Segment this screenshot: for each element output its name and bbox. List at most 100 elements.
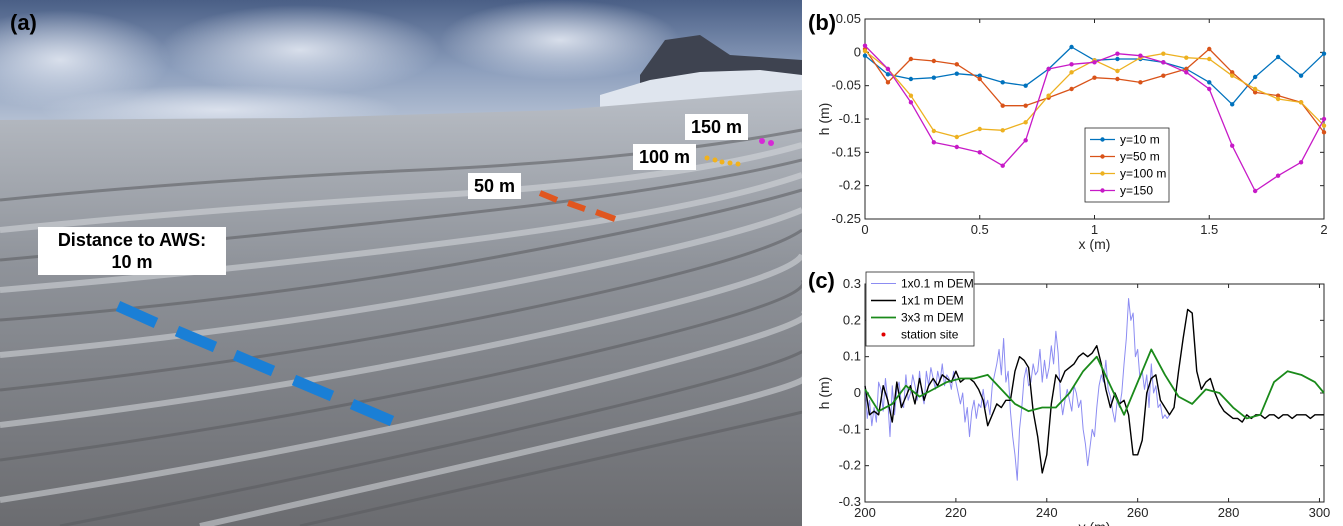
marker-50m (538, 190, 617, 222)
data-point (1321, 116, 1327, 122)
data-point (1230, 73, 1235, 78)
data-point (1207, 86, 1212, 92)
legend-item: y=150 (1090, 184, 1153, 198)
data-point (1115, 56, 1120, 62)
series-1 (862, 46, 1327, 135)
x-axis-label: x (m) (1079, 236, 1111, 252)
data-point (1069, 44, 1074, 50)
legend-label: y=10 m (1120, 133, 1160, 147)
data-point (1321, 130, 1327, 135)
data-point (1275, 173, 1281, 178)
data-point (1321, 51, 1327, 56)
glacier-photo-image (0, 0, 802, 526)
label-distance-10m: Distance to AWS: 10 m (38, 227, 226, 275)
legend-marker (1100, 171, 1105, 176)
data-point (1069, 62, 1074, 67)
data-point (1184, 70, 1189, 75)
y-tick-label: 0.1 (843, 349, 861, 364)
legend-item: y=100 m (1090, 167, 1166, 181)
data-point (977, 126, 982, 132)
x-tick-label: 220 (945, 505, 967, 520)
label-100m: 100 m (633, 144, 697, 170)
series-line (864, 348, 1325, 420)
legend-marker (1100, 154, 1105, 159)
legend-marker (1100, 137, 1105, 142)
data-point (1275, 96, 1281, 102)
legend-marker (1100, 188, 1105, 193)
data-point (1092, 60, 1097, 65)
data-point (1000, 163, 1005, 168)
data-point (954, 62, 959, 67)
data-point (1230, 143, 1235, 148)
data-point (1275, 93, 1281, 98)
label-150m: 150 m (685, 114, 749, 140)
y-tick-label: 0 (854, 385, 861, 400)
series-2 (864, 348, 1325, 420)
data-point (1046, 66, 1051, 72)
data-point (1321, 123, 1327, 128)
y-tick-label: -0.3 (839, 494, 861, 509)
label-50m: 50 m (468, 173, 522, 199)
legend-item: 1x0.1 m DEM (871, 277, 974, 291)
data-point (908, 93, 914, 98)
data-point (1252, 86, 1258, 92)
x-tick-label: 300 (1309, 505, 1331, 520)
data-point (1184, 55, 1189, 60)
data-point (862, 43, 868, 48)
legend-marker (881, 332, 886, 337)
legend-label: y=50 m (1120, 150, 1160, 164)
data-point (1046, 93, 1051, 98)
data-point (908, 76, 914, 82)
data-point (1023, 120, 1028, 125)
x-tick-label: 2 (1320, 222, 1327, 237)
data-point (1023, 83, 1028, 88)
data-point (1023, 138, 1028, 143)
data-point (1000, 128, 1005, 133)
series-1 (864, 308, 1324, 474)
data-point (1161, 60, 1166, 65)
data-point (931, 128, 937, 134)
series-line (864, 308, 1324, 474)
data-point (954, 71, 959, 76)
marker-10m (115, 300, 395, 427)
y-tick-label: -0.2 (839, 458, 861, 473)
y-tick-label: -0.05 (831, 78, 861, 93)
y-tick-label: 0.05 (836, 11, 861, 26)
data-point (1298, 73, 1304, 78)
legend-label: y=100 m (1120, 167, 1166, 181)
data-point (862, 53, 868, 58)
chart-b: 0 0.5 1 1.5 2 0.05 0 -0.05 -0.1 -0.15 -0.2 -0.25 x (… (816, 11, 1328, 252)
legend-item: station site (881, 328, 959, 342)
x-tick-label: 240 (1036, 505, 1058, 520)
data-point (977, 73, 982, 78)
data-point (977, 150, 982, 155)
data-point (885, 72, 891, 77)
x-axis-label: y (m) (1079, 519, 1111, 526)
data-point (1252, 74, 1258, 80)
data-point (885, 66, 891, 72)
data-point (1184, 66, 1189, 72)
legend-label: 3x3 m DEM (901, 311, 964, 325)
panel-label-a: (a) (10, 10, 37, 35)
data-point (931, 75, 937, 80)
data-point (908, 100, 914, 105)
data-point (1252, 90, 1258, 95)
x-tick-label: 0 (861, 222, 868, 237)
series-3 (862, 43, 1327, 194)
x-tick-label: 280 (1218, 505, 1240, 520)
data-point (1298, 160, 1304, 165)
legend-label: 1x1 m DEM (901, 294, 964, 308)
data-point (1069, 86, 1074, 92)
y-tick-label: -0.1 (839, 111, 861, 126)
x-tick-label: 1.5 (1200, 222, 1218, 237)
legend: 1x0.1 m DEM 1x1 m DEM 3x3 m DEM station sit… (865, 271, 975, 347)
marker-150m (759, 138, 774, 146)
panel-label-b: (b) (808, 10, 837, 35)
chart-c: 200 220 240 260 280 300 0.3 0.2 0.1 0 -0.1 -0.2 -0.3… (816, 271, 1331, 526)
y-axis-label: h (m) (816, 377, 832, 410)
data-point (1138, 53, 1143, 58)
legend-label: y=150 (1120, 184, 1153, 198)
data-point (1138, 80, 1143, 85)
label-distance-line2: 10 m (111, 252, 153, 272)
y-tick-label: -0.25 (831, 211, 861, 226)
